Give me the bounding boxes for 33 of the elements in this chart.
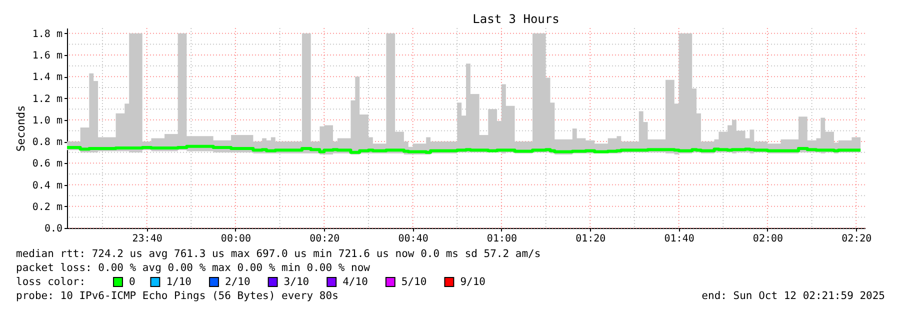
y-tick-label: 1.0 m	[32, 115, 62, 126]
x-tick-label: 00:20	[310, 234, 340, 244]
text: probe: 10 IPv6-ICMP Echo Pings (56 Bytes) every 80s	[16, 290, 338, 302]
y-tick-label: 0.4 m	[32, 180, 62, 192]
x-tick-label: 01:00	[486, 234, 518, 244]
y-tick-label: 0.8 m	[32, 137, 62, 148]
chart-title: Last 3 Hours	[472, 12, 560, 26]
legend-label: 4/10	[342, 276, 368, 288]
legend-label: 5/10	[401, 276, 427, 288]
legend-label: 9/10	[460, 276, 486, 288]
y-tick-label: 1.2 m	[32, 94, 62, 105]
y-axis-title: Seconds	[14, 105, 28, 152]
y-tick-label: 0.0	[44, 224, 62, 234]
legend-label: 3/10	[284, 276, 310, 288]
legend-label: 1/10	[166, 276, 192, 288]
x-tick-label: 02:20	[842, 234, 872, 244]
x-tick-label: 01:20	[576, 234, 606, 244]
legend-label: 0	[129, 276, 136, 288]
x-tick-label: 01:40	[664, 234, 694, 244]
x-tick-label: 02:00	[752, 234, 784, 244]
x-tick-label: 23:40	[132, 234, 162, 244]
y-tick-label: 1.8 m	[32, 28, 62, 40]
text: packet loss: 0.00 % avg 0.00 % max 0.00 % min 0.00 % now	[16, 262, 371, 274]
x-tick-label: 00:00	[220, 234, 252, 244]
y-tick-label: 1.6 m	[32, 50, 62, 62]
y-tick-label: 0.2 m	[32, 202, 62, 213]
text: median rtt: 724.2 us avg 761.3 us max 697.0 us min 721.6 us now 0.0 ms sd 57.2 am/s	[16, 248, 541, 260]
x-tick-label: 00:40	[398, 234, 428, 244]
text: end: Sun Oct 12 02:21:59 2025	[702, 290, 885, 302]
y-tick-label: 0.6 m	[32, 158, 62, 170]
legend-label: 2/10	[225, 276, 250, 288]
legend-title: loss color:	[16, 276, 86, 288]
y-tick-label: 1.4 m	[32, 72, 62, 84]
